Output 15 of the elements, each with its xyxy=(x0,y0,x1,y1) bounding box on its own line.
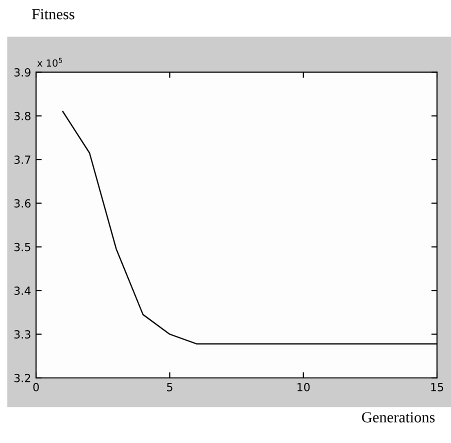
y-axis-title: Fitness xyxy=(32,9,74,20)
y-tick-label: 3.4 xyxy=(14,286,31,295)
y-tick-label: 3.3 xyxy=(14,330,30,339)
y-tick-label: 3.7 xyxy=(14,156,30,164)
x-axis-title: Generations xyxy=(362,412,435,422)
y-tick-label: 3.9 xyxy=(14,68,30,77)
x-tick-label: 10 xyxy=(298,382,310,392)
y-tick-label: 3.8 xyxy=(14,112,30,120)
x-tick-label: 15 xyxy=(431,383,444,392)
x-tick-label: 5 xyxy=(167,383,172,392)
y-tick-label: 3.5 xyxy=(14,242,30,252)
text: x 10$^{5}$ xyxy=(37,58,62,67)
y-tick-label: 3.2 xyxy=(14,374,30,382)
x-tick-label: 0 xyxy=(33,382,39,392)
y-tick-label: 3.6 xyxy=(14,199,31,208)
